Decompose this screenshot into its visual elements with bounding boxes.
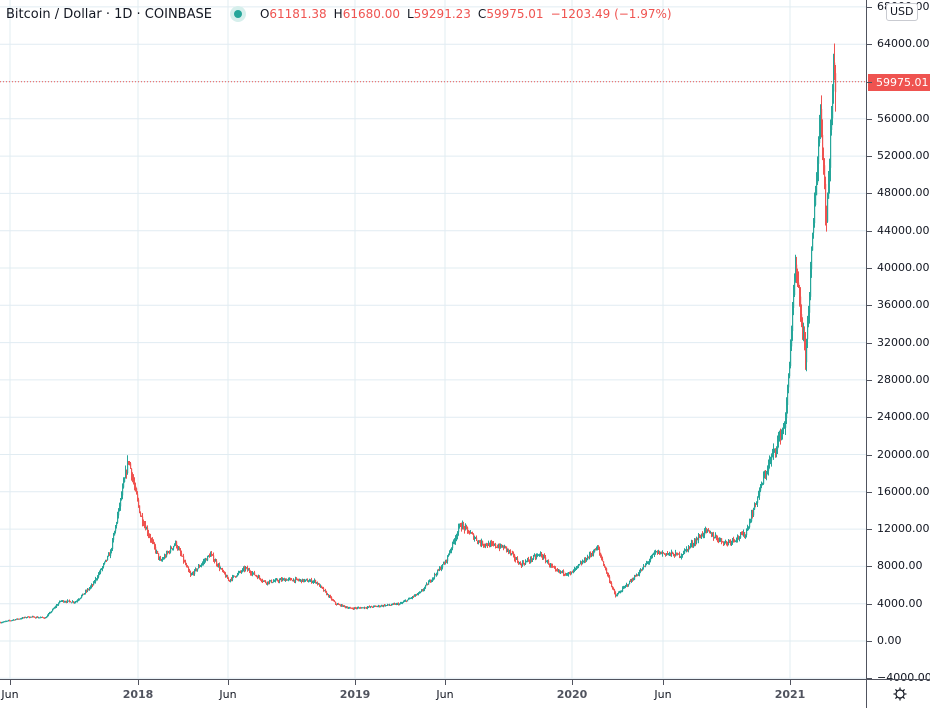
y-tick: [867, 193, 872, 195]
x-tick-label: Jun: [436, 688, 454, 701]
x-tick: [138, 680, 139, 685]
x-tick-label: 2020: [556, 688, 588, 701]
x-tick: [445, 680, 446, 685]
y-tick-label: 4000.00: [877, 596, 923, 610]
y-tick: [867, 156, 872, 158]
y-tick-label: 36000.00: [877, 298, 930, 312]
last-price-label: 59975.01: [868, 73, 930, 91]
x-tick-label: Jun: [654, 688, 672, 701]
market-status-icon[interactable]: [229, 6, 246, 22]
y-tick-label: 32000.00: [877, 335, 930, 349]
axis-corner: [866, 679, 930, 708]
symbol-legend: Bitcoin / Dollar · 1D · COINBASE O61181.…: [6, 5, 672, 23]
close-value: 59975.01: [486, 7, 544, 21]
y-tick: [867, 268, 872, 269]
y-tick: [867, 230, 872, 232]
x-tick: [572, 680, 573, 685]
y-tick: [867, 641, 872, 642]
y-tick-label: 24000.00: [877, 410, 930, 424]
currency-badge[interactable]: USD: [886, 3, 918, 21]
y-tick: [867, 6, 872, 8]
y-tick-label: 20000.00: [877, 447, 930, 461]
high-label: H: [333, 7, 343, 21]
close-label: C: [477, 7, 487, 21]
y-tick-label: 12000.00: [877, 522, 930, 536]
y-tick-label: 0.00: [877, 634, 902, 647]
y-tick-label: 56000.00: [877, 111, 930, 125]
y-tick-label: 52000.00: [877, 149, 930, 163]
time-axis[interactable]: Jun 2018 Jun 2019 Jun 2020 Jun 2021: [0, 679, 866, 708]
x-tick-label: 2019: [339, 688, 371, 701]
y-tick: [867, 491, 872, 493]
x-tick: [790, 680, 791, 685]
x-tick-label: 2021: [774, 688, 806, 701]
y-tick: [867, 529, 872, 531]
y-tick: [867, 678, 872, 680]
low-label: L: [406, 7, 414, 21]
x-tick-label: Jun: [219, 688, 237, 701]
open-label: O: [259, 7, 270, 21]
y-tick: [867, 454, 872, 456]
x-tick-label: 2018: [122, 688, 154, 701]
chart-pane[interactable]: Bitcoin / Dollar · 1D · COINBASE O61181.…: [0, 0, 866, 679]
candlestick-chart[interactable]: [0, 0, 866, 679]
gear-icon[interactable]: [893, 687, 907, 701]
x-tick: [663, 680, 664, 685]
x-tick-label: Jun: [1, 688, 19, 701]
y-tick-label: 44000.00: [877, 223, 930, 237]
change-value: −1203.49 (−1.97%): [550, 7, 672, 21]
y-tick: [867, 417, 872, 419]
high-value: 61680.00: [342, 7, 400, 21]
x-tick: [228, 680, 229, 685]
y-tick-label: 64000.00: [877, 37, 930, 51]
y-tick: [867, 81, 872, 83]
y-tick: [867, 44, 872, 46]
y-tick-label: −4000.00: [877, 671, 930, 685]
y-tick-label: 40000.00: [877, 261, 930, 274]
y-tick: [867, 342, 872, 344]
x-tick: [10, 680, 11, 685]
ohlc-values: O61181.38 H61680.00 L59291.23 C59975.01 …: [260, 7, 672, 21]
price-axis[interactable]: 68000.0064000.0060000.0056000.0052000.00…: [866, 0, 930, 684]
y-tick: [867, 379, 872, 381]
y-tick: [867, 305, 872, 307]
y-tick: [867, 603, 872, 605]
y-tick-label: 28000.00: [877, 372, 930, 386]
x-tick: [355, 680, 356, 685]
symbol-title[interactable]: Bitcoin / Dollar · 1D · COINBASE: [6, 6, 212, 22]
open-value: 61181.38: [269, 7, 327, 21]
y-tick: [867, 566, 872, 568]
y-tick: [867, 118, 872, 120]
low-value: 59291.23: [413, 7, 471, 21]
y-tick-label: 8000.00: [877, 559, 923, 573]
y-tick-label: 48000.00: [877, 186, 930, 200]
y-tick-label: 16000.00: [877, 484, 930, 498]
